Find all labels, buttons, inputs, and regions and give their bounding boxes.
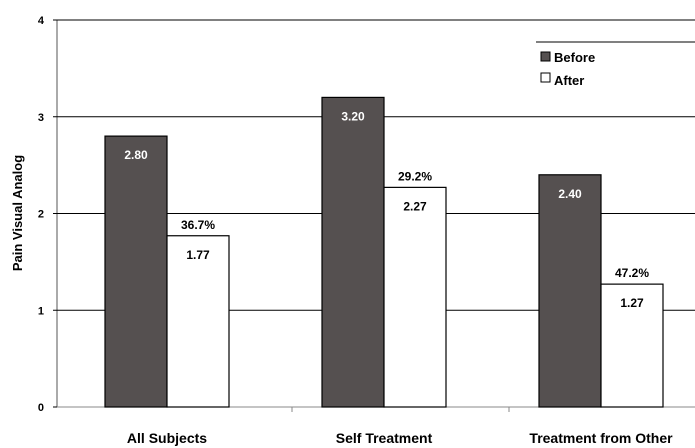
y-tick-label: 4	[38, 15, 45, 27]
bars: 2.80 1.77 36.7% 3.20 2.27 29.2% 2.40 1.27 47.2%	[104, 96, 664, 408]
bar-before	[538, 174, 602, 408]
legend-label-after: After	[554, 73, 584, 88]
y-tick-label: 3	[38, 112, 44, 124]
legend-background	[536, 42, 695, 89]
bar-after	[383, 186, 447, 408]
bar-after	[600, 283, 664, 408]
legend-label-before: Before	[554, 50, 595, 65]
legend-swatch-before	[540, 51, 551, 62]
y-tick-label: 0	[38, 402, 44, 414]
annotation-background	[387, 167, 443, 184]
percent-change-annotation: 29.2%	[398, 169, 432, 183]
y-tick-label: 1	[38, 305, 44, 317]
legend-swatch-after	[540, 72, 551, 83]
y-axis-label: Pain Visual Analog	[10, 155, 25, 271]
data-label-after: 1.77	[186, 248, 210, 262]
percent-change-annotation: 36.7%	[181, 218, 215, 232]
bar-before	[104, 135, 168, 408]
legend: Before After	[536, 41, 695, 89]
category-label: Treatment from Other	[529, 430, 673, 446]
bar-before	[321, 96, 385, 408]
category-label: Self Treatment	[336, 430, 433, 446]
annotation-background	[604, 264, 660, 281]
category-labels: All Subjects Self Treatment Treatment from…	[127, 430, 673, 446]
category-label: All Subjects	[127, 430, 207, 446]
percent-change-annotation: 47.2%	[615, 266, 649, 280]
data-label-before: 3.20	[341, 109, 365, 123]
data-label-after: 1.27	[620, 296, 644, 310]
y-axis-ticks: 0 1 2 3 4	[38, 15, 57, 414]
annotation-background	[170, 215, 226, 232]
data-label-before: 2.80	[124, 148, 148, 162]
data-label-before: 2.40	[558, 187, 582, 201]
bar-after	[166, 235, 230, 408]
y-tick-label: 2	[38, 209, 44, 221]
data-label-after: 2.27	[403, 199, 427, 213]
